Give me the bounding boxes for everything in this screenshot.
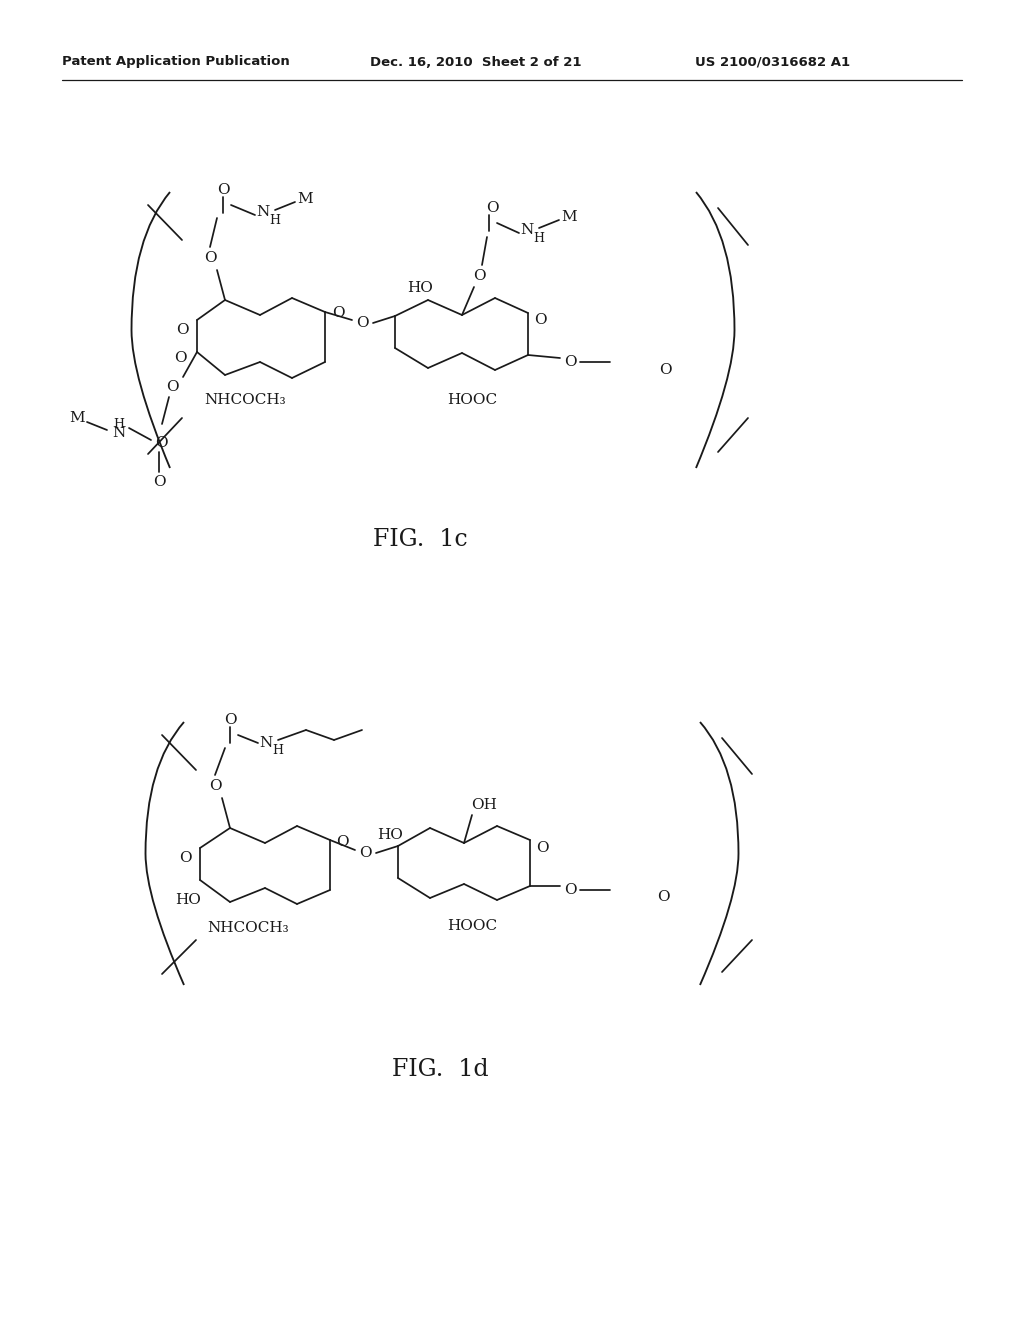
Text: M: M: [70, 411, 85, 425]
Text: OH: OH: [471, 799, 497, 812]
Text: O: O: [536, 841, 548, 855]
Text: O: O: [658, 363, 672, 378]
Text: O: O: [166, 380, 178, 393]
Text: N: N: [259, 737, 272, 750]
Text: HOOC: HOOC: [446, 393, 497, 407]
Text: O: O: [656, 890, 670, 904]
Text: H: H: [269, 214, 281, 227]
Text: O: O: [178, 851, 191, 865]
Text: HO: HO: [408, 281, 433, 294]
Text: NHCOCH₃: NHCOCH₃: [207, 921, 289, 935]
Text: H: H: [272, 744, 284, 758]
Text: Patent Application Publication: Patent Application Publication: [62, 55, 290, 69]
Text: O: O: [223, 713, 237, 727]
Text: O: O: [336, 836, 348, 849]
Text: M: M: [561, 210, 577, 224]
Text: US 2100/0316682 A1: US 2100/0316682 A1: [695, 55, 850, 69]
Text: Dec. 16, 2010  Sheet 2 of 21: Dec. 16, 2010 Sheet 2 of 21: [370, 55, 582, 69]
Text: O: O: [174, 351, 186, 366]
Text: O: O: [563, 355, 577, 370]
Text: O: O: [217, 183, 229, 197]
Text: M: M: [297, 191, 312, 206]
Text: O: O: [153, 475, 165, 488]
Text: O: O: [155, 436, 167, 450]
Text: H: H: [114, 417, 125, 430]
Text: O: O: [563, 883, 577, 898]
Text: N: N: [113, 426, 126, 440]
Text: O: O: [204, 251, 216, 265]
Text: N: N: [256, 205, 269, 219]
Text: O: O: [473, 269, 485, 282]
Text: HO: HO: [175, 894, 201, 907]
Text: O: O: [485, 201, 499, 215]
Text: O: O: [176, 323, 188, 337]
Text: N: N: [520, 223, 534, 238]
Text: O: O: [534, 313, 547, 327]
Text: H: H: [534, 231, 545, 244]
Text: FIG.  1c: FIG. 1c: [373, 528, 467, 552]
Text: FIG.  1d: FIG. 1d: [392, 1059, 488, 1081]
Text: NHCOCH₃: NHCOCH₃: [204, 393, 286, 407]
Text: HOOC: HOOC: [446, 919, 497, 933]
Text: O: O: [358, 846, 372, 861]
Text: O: O: [332, 306, 344, 319]
Text: O: O: [209, 779, 221, 793]
Text: O: O: [355, 315, 369, 330]
Text: HO: HO: [377, 828, 402, 842]
